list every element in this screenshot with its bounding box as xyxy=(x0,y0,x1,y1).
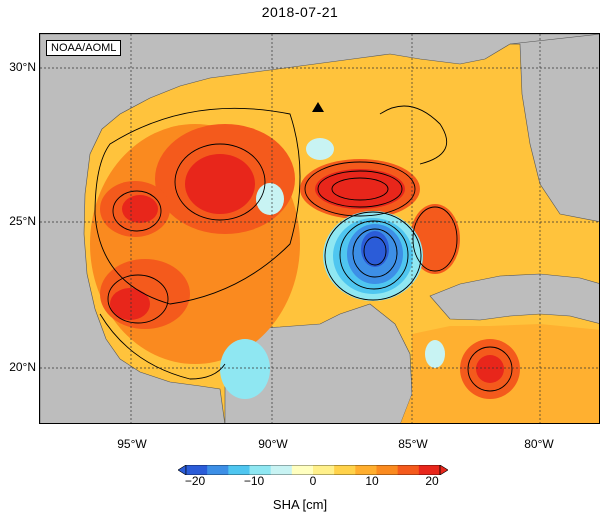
colorbar-swatch xyxy=(291,465,314,475)
colorbar-swatch xyxy=(334,465,356,475)
sha-map xyxy=(39,33,600,424)
lat-label-25n: 25°N xyxy=(9,214,36,228)
warm-eddy-north-core xyxy=(185,154,255,214)
graticule xyxy=(40,34,599,423)
cuba-island xyxy=(429,273,599,324)
lat-label-20n: 20°N xyxy=(9,360,36,374)
colorbar-swatch xyxy=(186,465,208,475)
loop-current-eddy-core xyxy=(315,169,405,209)
lon-label-80w: 80°W xyxy=(524,437,554,451)
colorbar xyxy=(177,462,449,476)
lat-label-30n: 30°N xyxy=(9,60,36,74)
colorbar-tick: 0 xyxy=(309,474,317,488)
colorbar-swatch xyxy=(376,465,399,475)
colorbar-swatch xyxy=(228,465,250,475)
lon-label-85w: 85°W xyxy=(398,437,428,451)
cold-eddy-small-central xyxy=(256,183,284,215)
colorbar-tick: 10 xyxy=(365,474,379,488)
colorbar-swatch xyxy=(270,465,293,475)
colorbar-tick: −20 xyxy=(184,474,206,488)
credit-label: NOAA/AOML xyxy=(46,40,122,56)
colorbar-tick: −10 xyxy=(243,474,265,488)
colorbar-swatch xyxy=(313,465,335,475)
colorbar-tick: 20 xyxy=(425,474,439,488)
warm-eddy-west-core xyxy=(122,195,158,223)
lon-label-95w: 95°W xyxy=(117,437,147,451)
lon-label-90w: 90°W xyxy=(258,437,288,451)
colorbar-swatch xyxy=(418,465,441,475)
warm-eddy-southwest-core xyxy=(110,288,150,320)
mexico-us-landmass xyxy=(40,34,599,423)
caribbean-cold-spot xyxy=(425,340,445,368)
campeche-cold-patch xyxy=(220,339,270,399)
colorbar-swatches xyxy=(177,464,449,476)
colorbar-swatch xyxy=(397,465,420,475)
caribbean-warm-eddy-core xyxy=(476,355,504,383)
colorbar-swatch xyxy=(355,465,377,475)
colorbar-swatch xyxy=(207,465,229,475)
cold-eddy-main-core xyxy=(361,231,389,267)
map-canvas xyxy=(40,34,599,423)
colorbar-swatch xyxy=(249,465,272,475)
colorbar-label: SHA [cm] xyxy=(272,497,328,512)
station-triangle-marker xyxy=(312,102,324,112)
cold-eddy-small-north xyxy=(306,138,334,160)
map-date-title: 2018-07-21 xyxy=(261,4,339,20)
contour-lines xyxy=(94,105,513,392)
